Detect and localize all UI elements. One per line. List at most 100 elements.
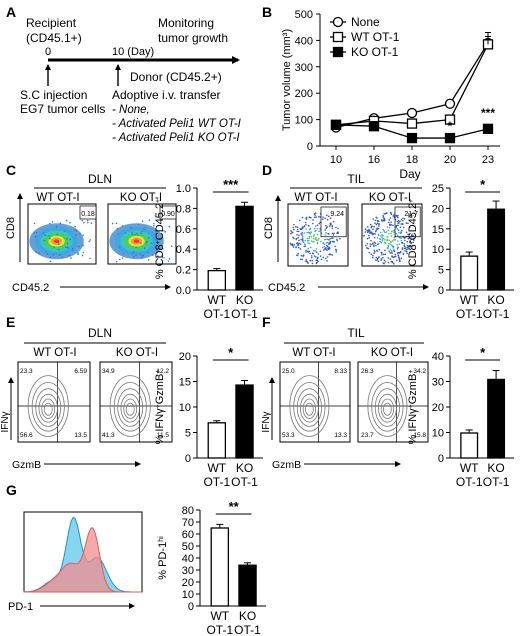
flow-dot (316, 239, 318, 241)
flow-dot (311, 255, 313, 257)
flow-f-wt-title: WT OT-I (292, 347, 335, 359)
flow-e-y-label: IFNγ (0, 411, 11, 432)
flow-dot (310, 217, 312, 219)
flow-dot (141, 257, 143, 259)
flow-dot (146, 242, 148, 244)
chart-b-point-ko (446, 134, 455, 143)
flow-dot (393, 249, 395, 251)
flow-dot (79, 233, 81, 235)
tumor-cells-label: EG7 tumor cells (20, 102, 105, 116)
chart-e-x-label: KO (236, 461, 253, 475)
flow-dot (311, 240, 313, 242)
chart-e-y-label-part: GzmB (154, 374, 166, 405)
flow-d-tissue: TIL (347, 172, 365, 186)
flow-dot (292, 237, 294, 239)
flow-dot (377, 220, 379, 222)
flow-dot (321, 258, 323, 260)
flow-dot (320, 251, 322, 253)
flow-dot (385, 253, 387, 255)
flow-dot (377, 244, 379, 246)
flow-dot (324, 243, 326, 245)
flow-dot (391, 235, 393, 237)
flow-dot (398, 229, 400, 231)
flow-dot (317, 224, 319, 226)
chart-g-significance: ** (229, 499, 240, 514)
chart-e-y-label-part: % IFNγ (154, 408, 166, 445)
flow-dot (307, 238, 309, 240)
flow-dot (301, 255, 303, 257)
flow-dot (140, 253, 142, 255)
flow-dot (394, 256, 396, 258)
panel-letter-d: D (262, 162, 272, 178)
chart-b-x-tick-label: 20 (444, 154, 456, 166)
flow-dot (330, 241, 332, 243)
flow-dot (317, 228, 319, 230)
flow-dot (388, 219, 390, 221)
flow-dot (390, 241, 392, 243)
flow-e-wt-q4: 13.5 (74, 432, 87, 439)
flow-dot (371, 254, 373, 256)
flow-dot (58, 249, 60, 251)
chart-d-y-tick-label: 25 (432, 183, 444, 195)
flow-dot (298, 234, 300, 236)
flow-dot (376, 257, 378, 259)
flow-dot (377, 237, 379, 239)
flow-dot (404, 218, 406, 220)
chart-d-x-label: WT (460, 293, 479, 307)
flow-dot (326, 242, 328, 244)
flow-dot (52, 221, 54, 223)
flow-dot (318, 223, 320, 225)
flow-dot (322, 247, 324, 249)
chart-e-y-tick-label: 5 (185, 428, 191, 440)
flow-dot (297, 237, 299, 239)
flow-dot (368, 235, 370, 237)
flow-dot (391, 214, 393, 216)
flow-dot (373, 244, 375, 246)
flow-dot (314, 250, 316, 252)
chart-c-y-tick-label: 0.6 (176, 224, 191, 236)
flow-dot (390, 217, 392, 219)
flow-e-wt-q2: 6.59 (74, 368, 87, 375)
flow-dot (310, 247, 312, 249)
flow-f-wt-q2: 8.33 (334, 368, 347, 375)
flow-dot (304, 243, 306, 245)
flow-c-y-label: CD8 (5, 217, 17, 239)
flow-dot (133, 256, 135, 258)
flow-dot (135, 254, 137, 256)
flow-dot (132, 252, 134, 254)
flow-dot (322, 216, 324, 218)
flow-dot (369, 233, 371, 235)
flow-dot (397, 225, 399, 227)
flow-dot (325, 227, 327, 229)
flow-dot (305, 246, 307, 248)
flow-dot (325, 239, 327, 241)
chart-b-legend-marker (334, 18, 343, 27)
chart-c-y-tick-label: 0.8 (176, 203, 191, 215)
flow-dot (329, 253, 331, 255)
flow-dot (384, 220, 386, 222)
flow-dot (309, 236, 311, 238)
flow-dot (140, 232, 142, 234)
flow-dot (53, 246, 55, 248)
flow-dot (296, 234, 298, 236)
flow-dot (374, 223, 376, 225)
flow-dot (326, 215, 328, 217)
chart-g-y-tick-label: 60 (182, 529, 194, 541)
flow-dot (396, 244, 398, 246)
chart-d-y-tick-label: 15 (432, 224, 444, 236)
flow-dot (385, 261, 387, 263)
flow-dot (312, 241, 314, 243)
chart-e-y-tick-label: 10 (179, 402, 191, 414)
flow-dot (383, 263, 385, 265)
flow-dot (323, 242, 325, 244)
flow-dot (311, 260, 313, 262)
flow-dot (372, 229, 374, 231)
flow-dot (389, 226, 391, 228)
flow-dot (397, 248, 399, 250)
flow-dot (386, 212, 388, 214)
flow-dot (119, 259, 121, 261)
flow-dot (304, 232, 306, 234)
flow-dot (337, 228, 339, 230)
flow-dot (298, 243, 300, 245)
flow-dot (91, 222, 93, 224)
